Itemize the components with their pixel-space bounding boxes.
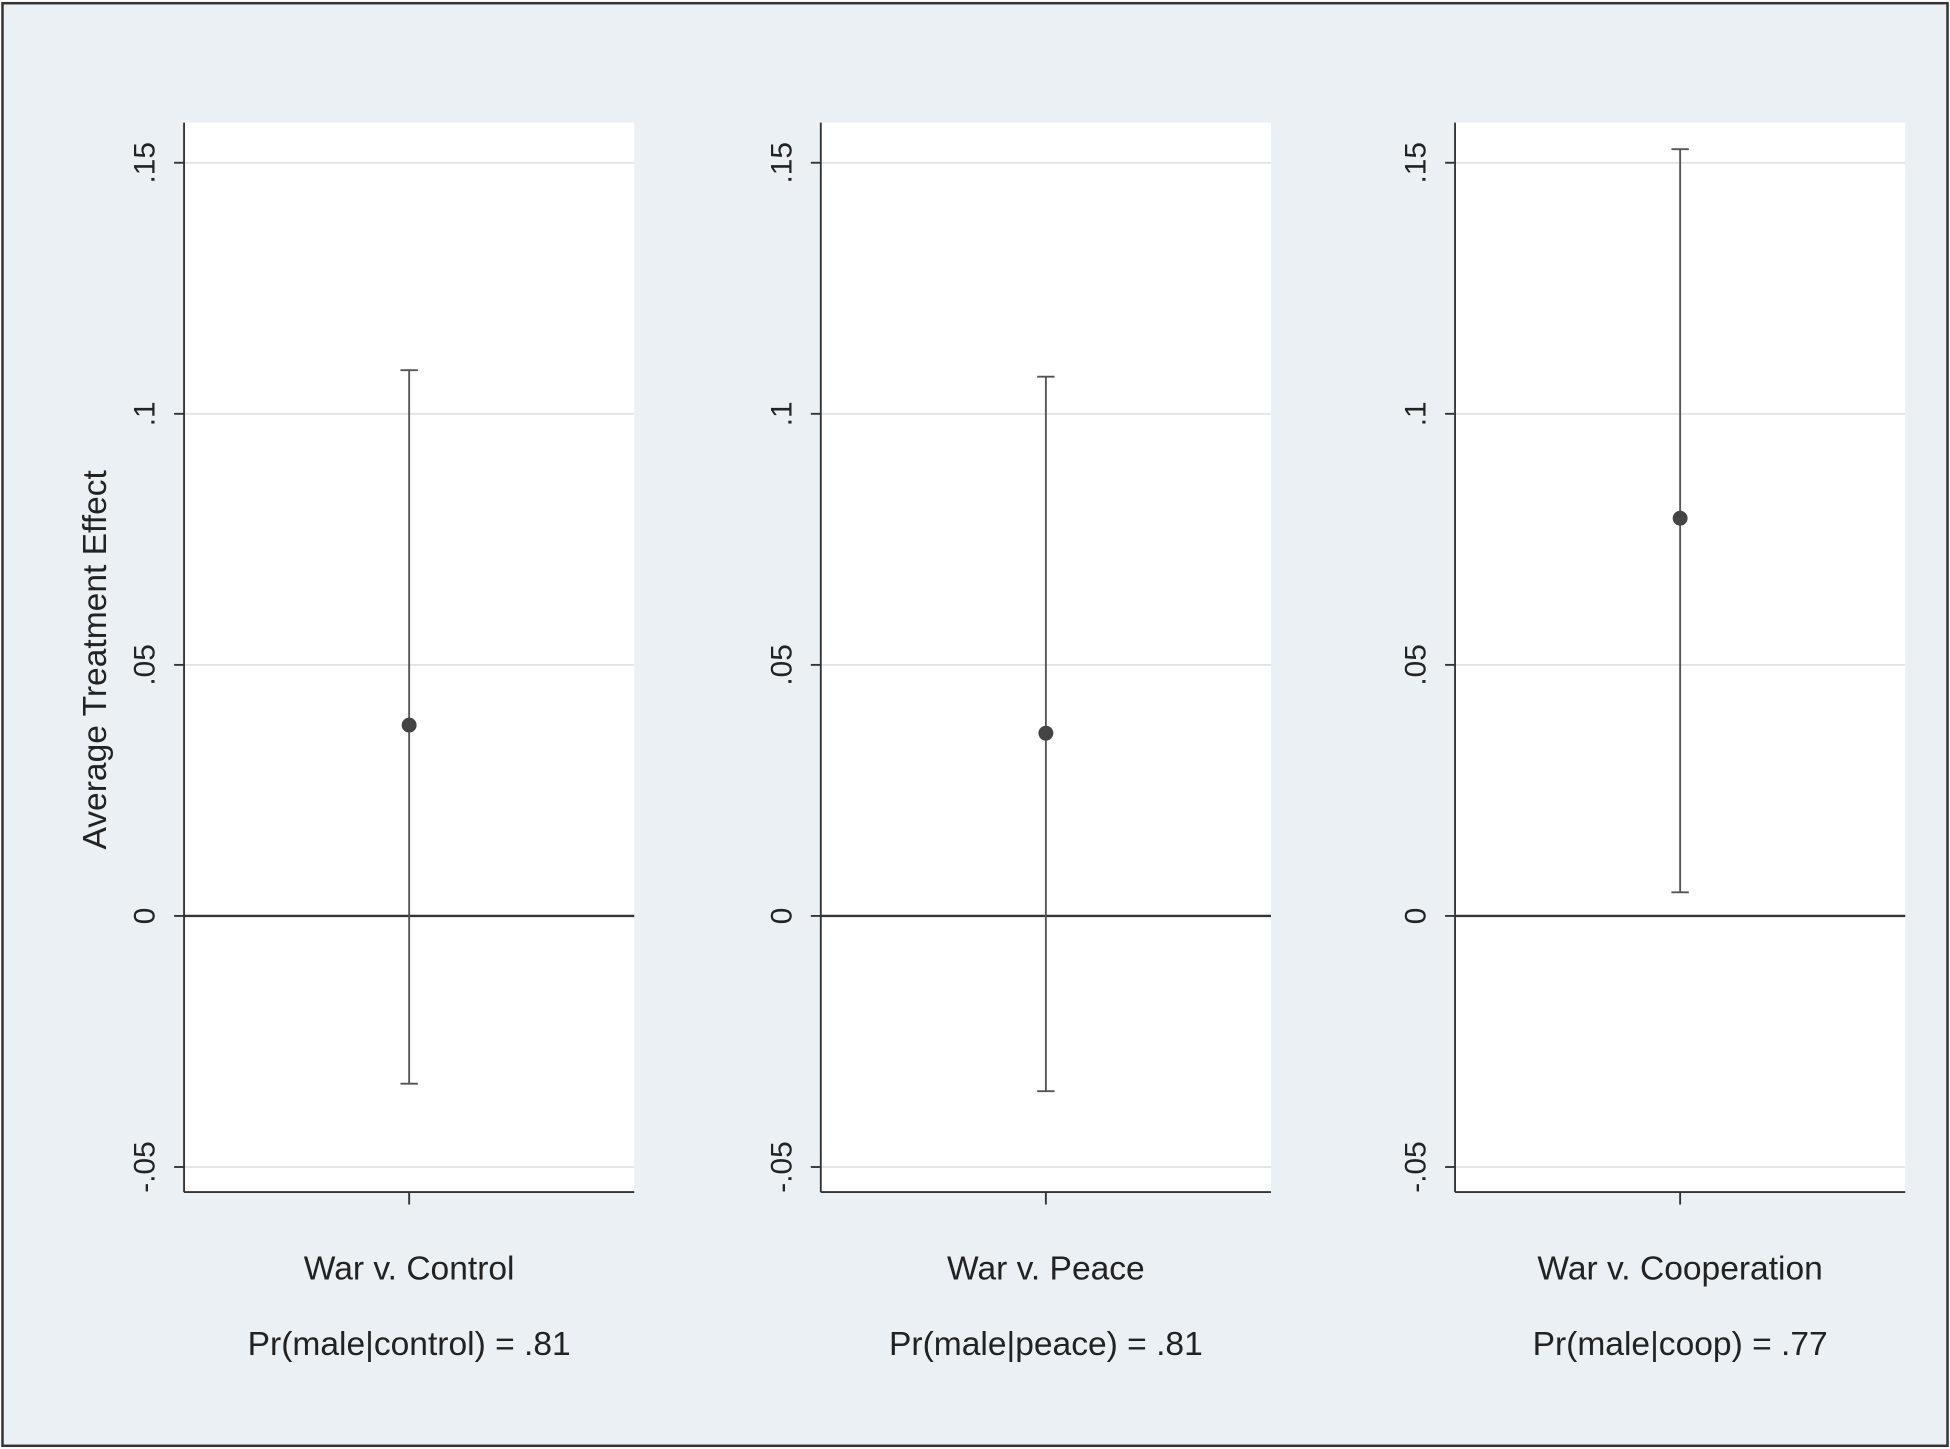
- y-tick-label: -.05: [1400, 1141, 1433, 1192]
- y-tick-label: 0: [765, 908, 798, 925]
- y-axis-title: Average Treatment Effect: [77, 469, 114, 849]
- y-tick-label: .1: [1400, 401, 1433, 426]
- y-tick-label: -.05: [129, 1141, 162, 1192]
- y-tick-label: .1: [765, 401, 798, 426]
- y-tick-label: .15: [129, 142, 162, 183]
- y-tick-label: 0: [1400, 908, 1433, 925]
- point: [401, 717, 417, 733]
- y-tick-label: 0: [129, 908, 162, 925]
- x-tick-label: War v. Cooperation: [1537, 1250, 1822, 1287]
- panel-note: Pr(male|coop) = .77: [1533, 1326, 1828, 1363]
- y-tick-label: -.05: [765, 1141, 798, 1192]
- y-tick-label: .05: [765, 644, 798, 685]
- point: [1038, 725, 1054, 741]
- y-tick-label: .05: [129, 644, 162, 685]
- panel-note: Pr(male|peace) = .81: [889, 1326, 1203, 1363]
- x-tick-label: War v. Control: [304, 1250, 515, 1287]
- panel-note: Pr(male|control) = .81: [248, 1326, 571, 1363]
- y-tick-label: .1: [129, 401, 162, 426]
- y-tick-label: .15: [765, 142, 798, 183]
- y-tick-label: .15: [1400, 142, 1433, 183]
- x-tick-label: War v. Peace: [947, 1250, 1145, 1287]
- point: [1672, 510, 1688, 526]
- y-tick-label: .05: [1400, 644, 1433, 685]
